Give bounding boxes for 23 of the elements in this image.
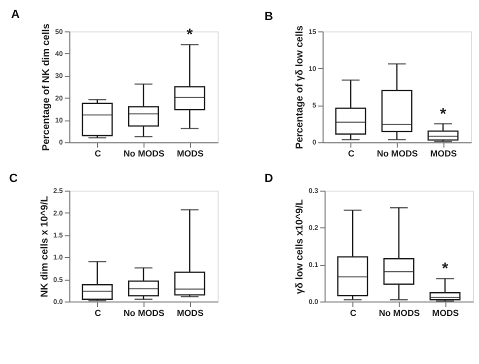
annotation: * xyxy=(440,106,447,123)
y-axis-title: NK dim cells x 10^9/L xyxy=(39,196,50,298)
chart-title: B xyxy=(264,8,274,23)
x-tick-label: No MODS xyxy=(123,308,165,318)
x-tick-label: C xyxy=(350,308,357,318)
chart-title: D xyxy=(264,170,274,185)
chart-title: A xyxy=(11,7,20,22)
x-tick-label: No MODS xyxy=(123,148,165,159)
x-tick-label: No MODS xyxy=(378,308,420,318)
annotation: * xyxy=(442,260,449,278)
y-axis-title: γδ low cells x10^9/L xyxy=(294,199,306,294)
x-tick-label: MODS xyxy=(432,308,459,318)
x-tick-label: C xyxy=(94,148,102,159)
chart-title: C xyxy=(9,170,18,185)
annotation: * xyxy=(186,26,194,44)
x-tick-label: MODS xyxy=(430,148,457,159)
x-tick-label: No MODS xyxy=(376,148,418,159)
x-tick-label: C xyxy=(348,148,355,159)
x-tick-label: MODS xyxy=(176,148,204,159)
x-tick-label: MODS xyxy=(176,308,204,318)
y-axis-title: Percentage of NK dim cells xyxy=(41,23,52,151)
y-axis-title: Percentage of γδ low cells xyxy=(294,25,306,149)
x-tick-label: C xyxy=(94,308,102,318)
